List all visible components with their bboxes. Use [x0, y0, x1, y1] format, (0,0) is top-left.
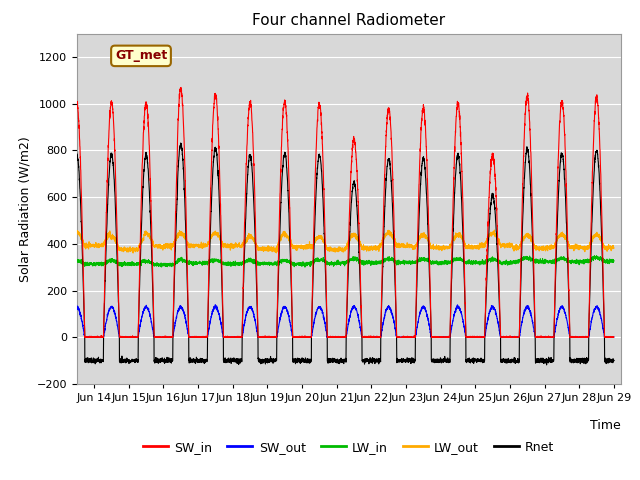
- Text: Time: Time: [590, 419, 621, 432]
- Y-axis label: Solar Radiation (W/m2): Solar Radiation (W/m2): [18, 136, 31, 282]
- Legend: SW_in, SW_out, LW_in, LW_out, Rnet: SW_in, SW_out, LW_in, LW_out, Rnet: [138, 436, 559, 459]
- Title: Four channel Radiometer: Four channel Radiometer: [252, 13, 445, 28]
- Text: GT_met: GT_met: [115, 49, 167, 62]
